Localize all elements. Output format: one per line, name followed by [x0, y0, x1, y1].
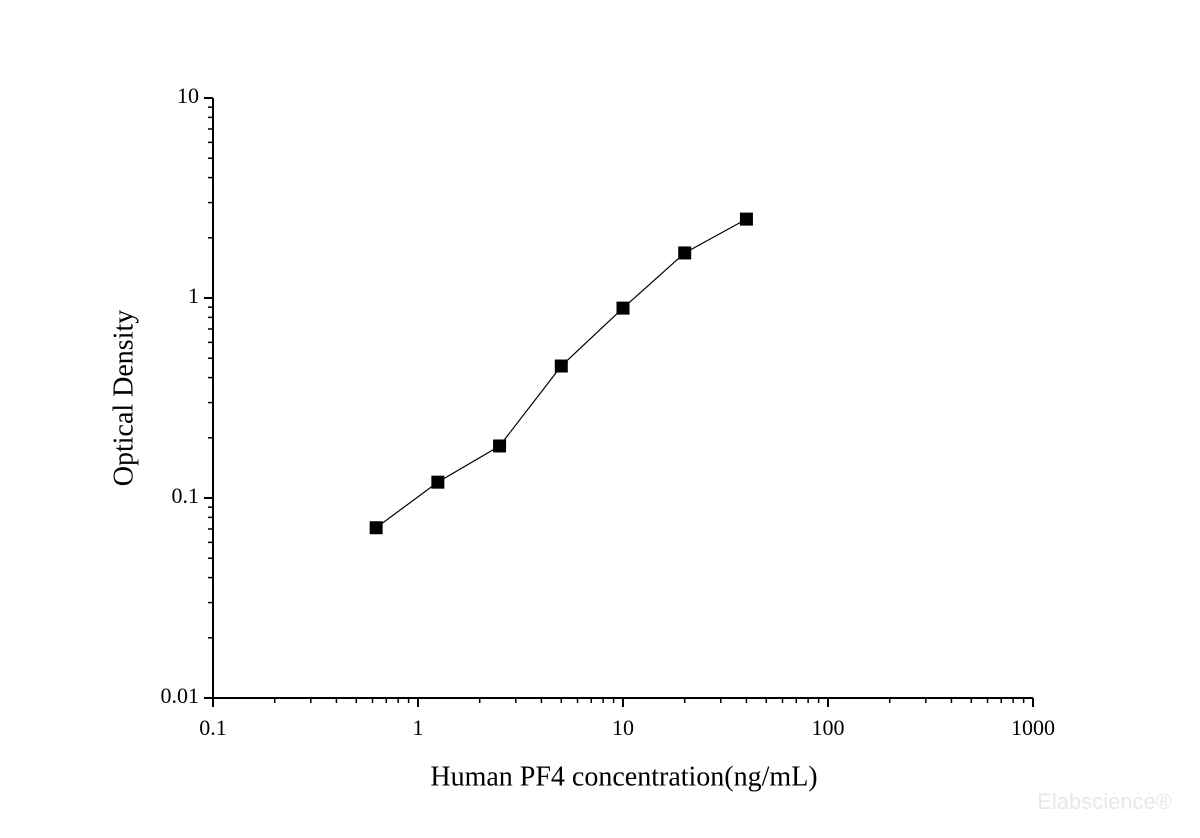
y-tick-label: 0.01 — [161, 683, 200, 708]
watermark: Elabscience® — [1037, 789, 1172, 814]
x-tick-label: 100 — [812, 715, 845, 740]
data-point — [369, 521, 383, 535]
x-axis-title: Human PF4 concentration(ng/mL) — [430, 761, 817, 792]
y-tick-label: 1 — [188, 283, 199, 308]
data-point — [554, 359, 568, 373]
y-axis-title: Optical Density — [108, 310, 139, 487]
data-point — [493, 439, 507, 453]
x-tick-label: 10 — [612, 715, 634, 740]
data-point — [431, 475, 445, 489]
data-point — [739, 212, 753, 226]
x-tick-label: 1 — [413, 715, 424, 740]
y-tick-label: 10 — [177, 83, 199, 108]
data-point — [616, 301, 630, 315]
y-tick-label: 0.1 — [172, 483, 200, 508]
data-point — [678, 246, 692, 260]
x-tick-label: 1000 — [1011, 715, 1055, 740]
x-tick-label: 0.1 — [199, 715, 227, 740]
